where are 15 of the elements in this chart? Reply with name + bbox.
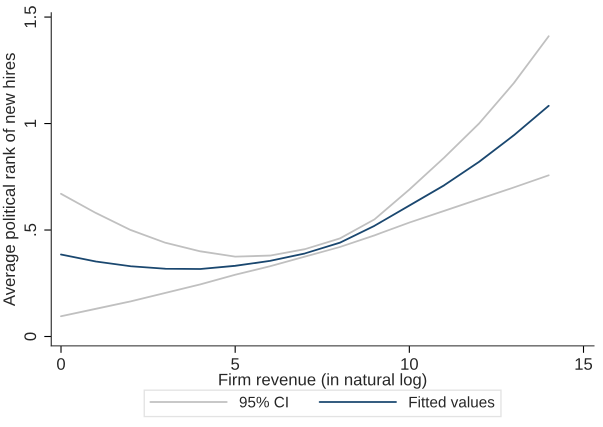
x-tick-label: 15	[576, 358, 592, 370]
legend-label: Fitted values	[409, 396, 494, 408]
line-series	[60, 104, 550, 270]
line-series	[60, 35, 550, 258]
y-tick-label: 1	[24, 120, 36, 127]
x-tick-label: 5	[231, 358, 240, 370]
x-tick-label: 10	[401, 358, 418, 370]
y-tick-label: .5	[24, 224, 36, 236]
y-axis-title: Average political rank of new hires	[2, 53, 18, 306]
line-series	[60, 174, 550, 318]
y-tick-label: 1.5	[24, 6, 36, 28]
legend-label: 95% CI	[240, 396, 288, 408]
x-axis-title: Firm revenue (in natural log)	[219, 373, 426, 389]
y-tick-label: 0	[24, 332, 36, 340]
x-tick-label: 0	[57, 358, 65, 370]
